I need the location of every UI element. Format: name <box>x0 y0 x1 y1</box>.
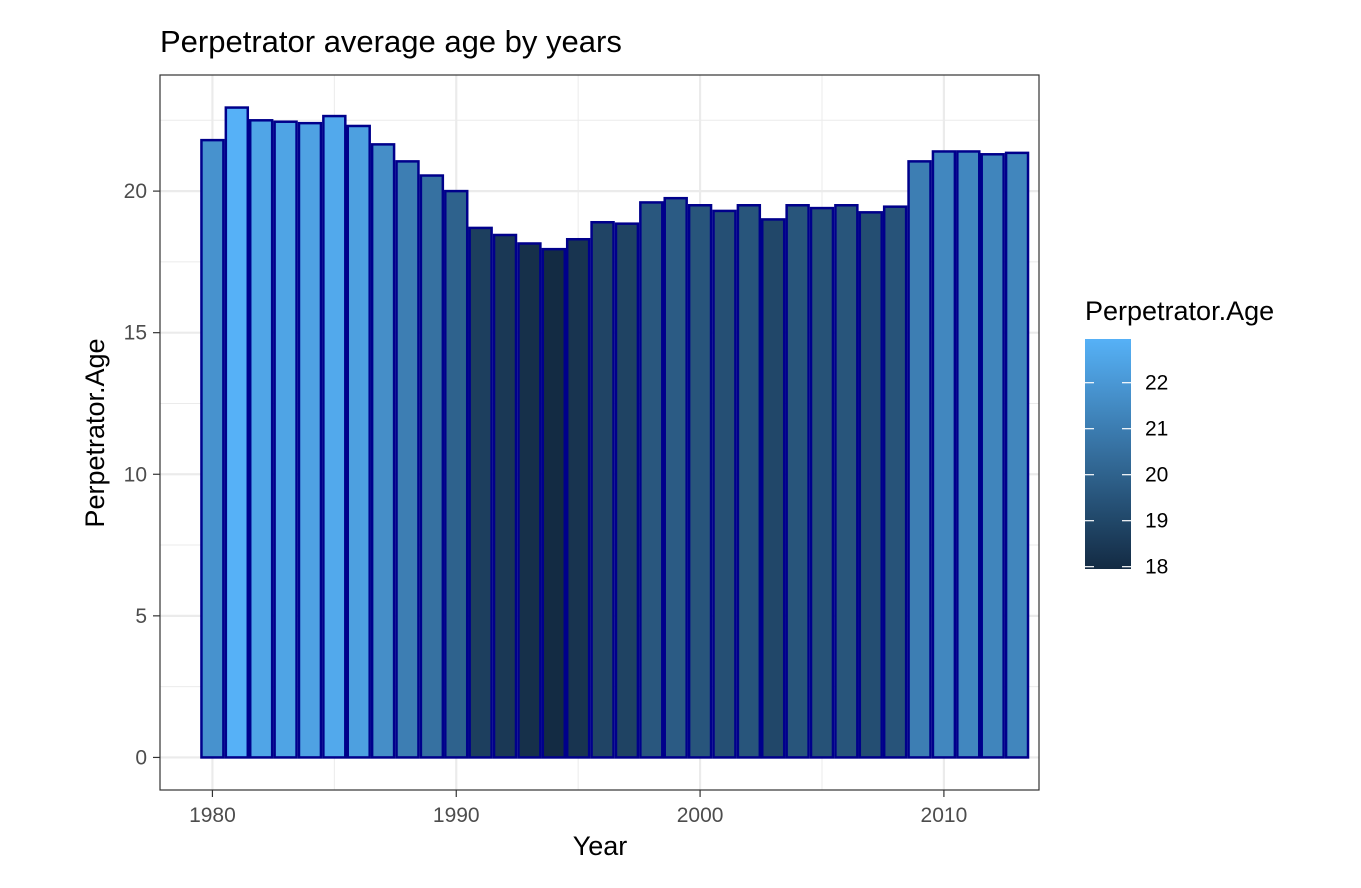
bar-2008 <box>882 205 908 759</box>
legend-ticks: 22 21 20 19 18 <box>1085 372 1168 579</box>
y-tick-label: 20 <box>124 180 147 203</box>
y-axis-title: Perpetrator.Age <box>80 338 110 527</box>
y-tick-label: 0 <box>135 746 147 769</box>
bar-2005 <box>809 206 835 759</box>
bar-1997 <box>614 222 640 759</box>
bar-1999 <box>663 196 688 759</box>
bars <box>200 106 1030 759</box>
bar-2002 <box>736 204 762 759</box>
bar-1983 <box>273 120 298 759</box>
bar-2010 <box>931 150 957 759</box>
bar-1996 <box>590 220 615 759</box>
x-tick-label: 2010 <box>921 804 968 827</box>
legend-tick-label: 21 <box>1145 418 1168 441</box>
plot-panel <box>159 74 1040 791</box>
legend-colorbar <box>1085 339 1131 569</box>
bar-2011 <box>956 150 981 759</box>
x-tick-label: 1990 <box>433 804 480 827</box>
bar-1980 <box>200 138 225 759</box>
legend: Perpetrator.Age 22 21 20 19 18 <box>1085 296 1274 579</box>
legend-title: Perpetrator.Age <box>1085 296 1274 326</box>
y-axis: 0 5 10 15 20 <box>124 180 160 769</box>
bar-2006 <box>834 204 859 759</box>
bar-1985 <box>322 114 347 759</box>
x-axis-title: Year <box>573 831 628 861</box>
bar-2001 <box>712 209 737 759</box>
y-tick-label: 15 <box>124 322 147 345</box>
legend-tick-label: 19 <box>1145 510 1168 533</box>
bar-2000 <box>687 204 713 759</box>
bar-1984 <box>297 121 323 759</box>
bar-1998 <box>639 201 664 759</box>
chart-title: Perpetrator average age by years <box>160 24 622 59</box>
x-tick-label: 1980 <box>189 804 236 827</box>
x-tick-label: 2000 <box>677 804 724 827</box>
bar-2004 <box>785 204 810 759</box>
bar-1989 <box>419 174 445 759</box>
bar-2012 <box>980 153 1005 759</box>
y-tick-label: 5 <box>135 605 147 628</box>
legend-tick-label: 22 <box>1145 372 1168 395</box>
bar-2009 <box>907 160 932 759</box>
y-tick-label: 10 <box>124 463 147 486</box>
bar-1990 <box>444 189 469 759</box>
bar-1986 <box>346 124 371 759</box>
bar-1987 <box>370 143 396 759</box>
bar-2007 <box>858 211 883 759</box>
bar-1988 <box>395 160 420 759</box>
bar-1982 <box>248 119 274 759</box>
bar-1995 <box>565 237 591 759</box>
bar-1994 <box>541 247 567 759</box>
bar-1993 <box>517 242 542 759</box>
legend-tick-label: 20 <box>1145 464 1168 487</box>
bar-1981 <box>224 106 250 759</box>
bar-1992 <box>492 233 518 759</box>
panel-border <box>159 74 1040 791</box>
bar-1991 <box>468 226 493 759</box>
legend-tick-label: 18 <box>1145 556 1168 579</box>
x-axis: 1980 1990 2000 2010 <box>189 790 967 827</box>
bar-2013 <box>1004 151 1030 759</box>
bar-2003 <box>761 218 786 759</box>
